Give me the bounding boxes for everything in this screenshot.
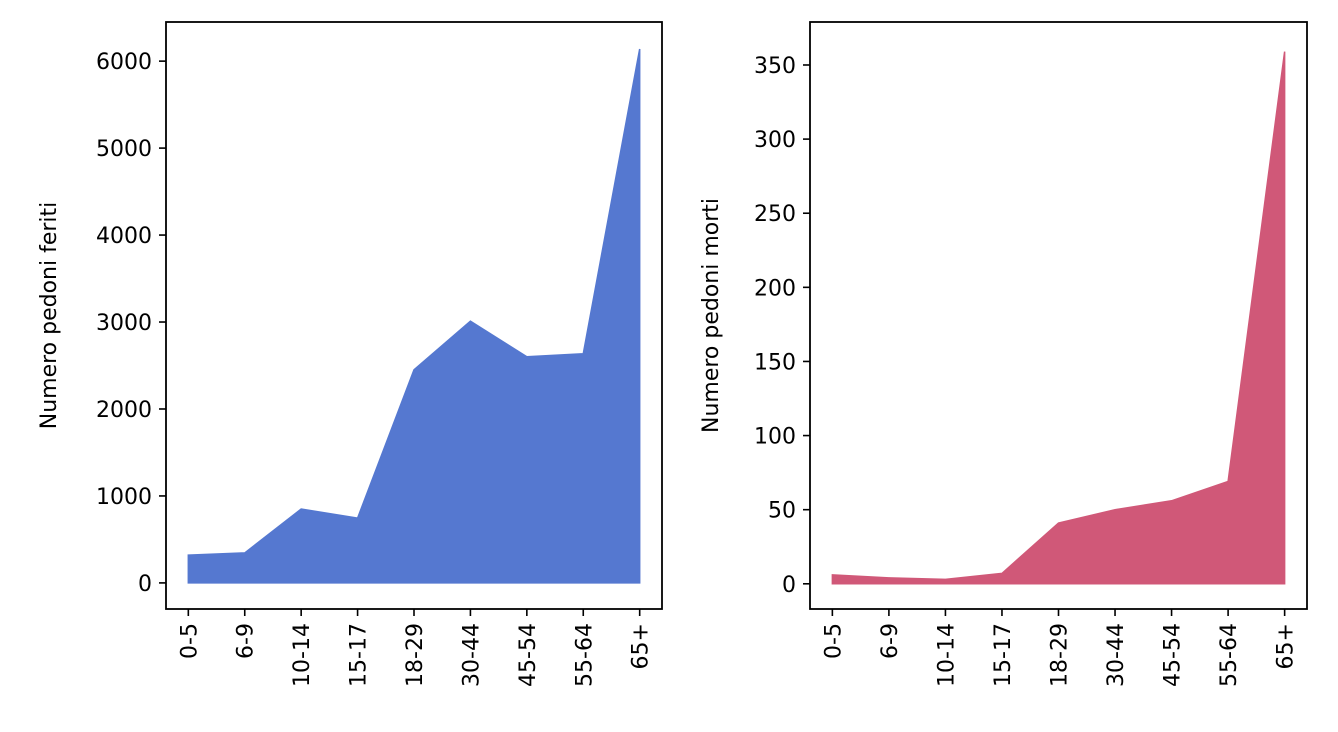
x-tick-label: 6-9 [878, 623, 903, 659]
y-tick-label: 50 [768, 499, 796, 524]
y-tick-label: 2000 [96, 398, 152, 423]
y-tick-label: 250 [754, 202, 796, 227]
x-tick-label: 0-5 [821, 623, 846, 659]
x-tick-label: 0-5 [177, 623, 202, 659]
y-tick-label: 150 [754, 350, 796, 375]
area-series [187, 48, 641, 584]
y-tick-label: 300 [754, 128, 796, 153]
chart-injured-pedestrians: 0 1000 2000 3000 4000 5000 6000 0-5 6-9 10-14 15-1… [37, 21, 663, 687]
y-axis-label: Numero pedoni morti [699, 198, 724, 433]
y-tick-label: 200 [754, 276, 796, 301]
x-tick-label: 18-29 [1048, 623, 1073, 687]
y-tick-label: 5000 [96, 137, 152, 162]
y-tick-label: 4000 [96, 224, 152, 249]
y-tick-label: 350 [754, 54, 796, 79]
chart-killed-pedestrians: 0 50 100 150 200 250 300 350 0-5 6-9 10-14 15-17 18-… [699, 21, 1308, 687]
x-tick-label: 55-64 [1217, 623, 1242, 687]
area-series [831, 51, 1286, 585]
x-tick-label: 15-17 [991, 623, 1016, 687]
y-tick-label: 3000 [96, 311, 152, 336]
x-tick-label: 18-29 [403, 623, 428, 687]
y-axis-label: Numero pedoni feriti [37, 202, 62, 430]
x-tick-label: 65+ [1274, 623, 1299, 669]
x-tick-label: 30-44 [459, 623, 484, 687]
y-tick-label: 0 [138, 572, 152, 597]
x-tick-label: 30-44 [1104, 623, 1129, 687]
x-tick-label: 45-54 [1161, 623, 1186, 687]
y-tick-label: 1000 [96, 485, 152, 510]
x-tick-label: 55-64 [572, 623, 597, 687]
x-tick-label: 15-17 [347, 623, 372, 687]
x-tick-label: 10-14 [934, 623, 959, 687]
x-tick-label: 45-54 [516, 623, 541, 687]
y-tick-label: 6000 [96, 50, 152, 75]
y-tick-label: 0 [782, 573, 796, 598]
x-tick-label: 65+ [629, 623, 654, 669]
x-tick-label: 6-9 [234, 623, 259, 659]
x-tick-label: 10-14 [290, 623, 315, 687]
y-tick-label: 100 [754, 425, 796, 450]
